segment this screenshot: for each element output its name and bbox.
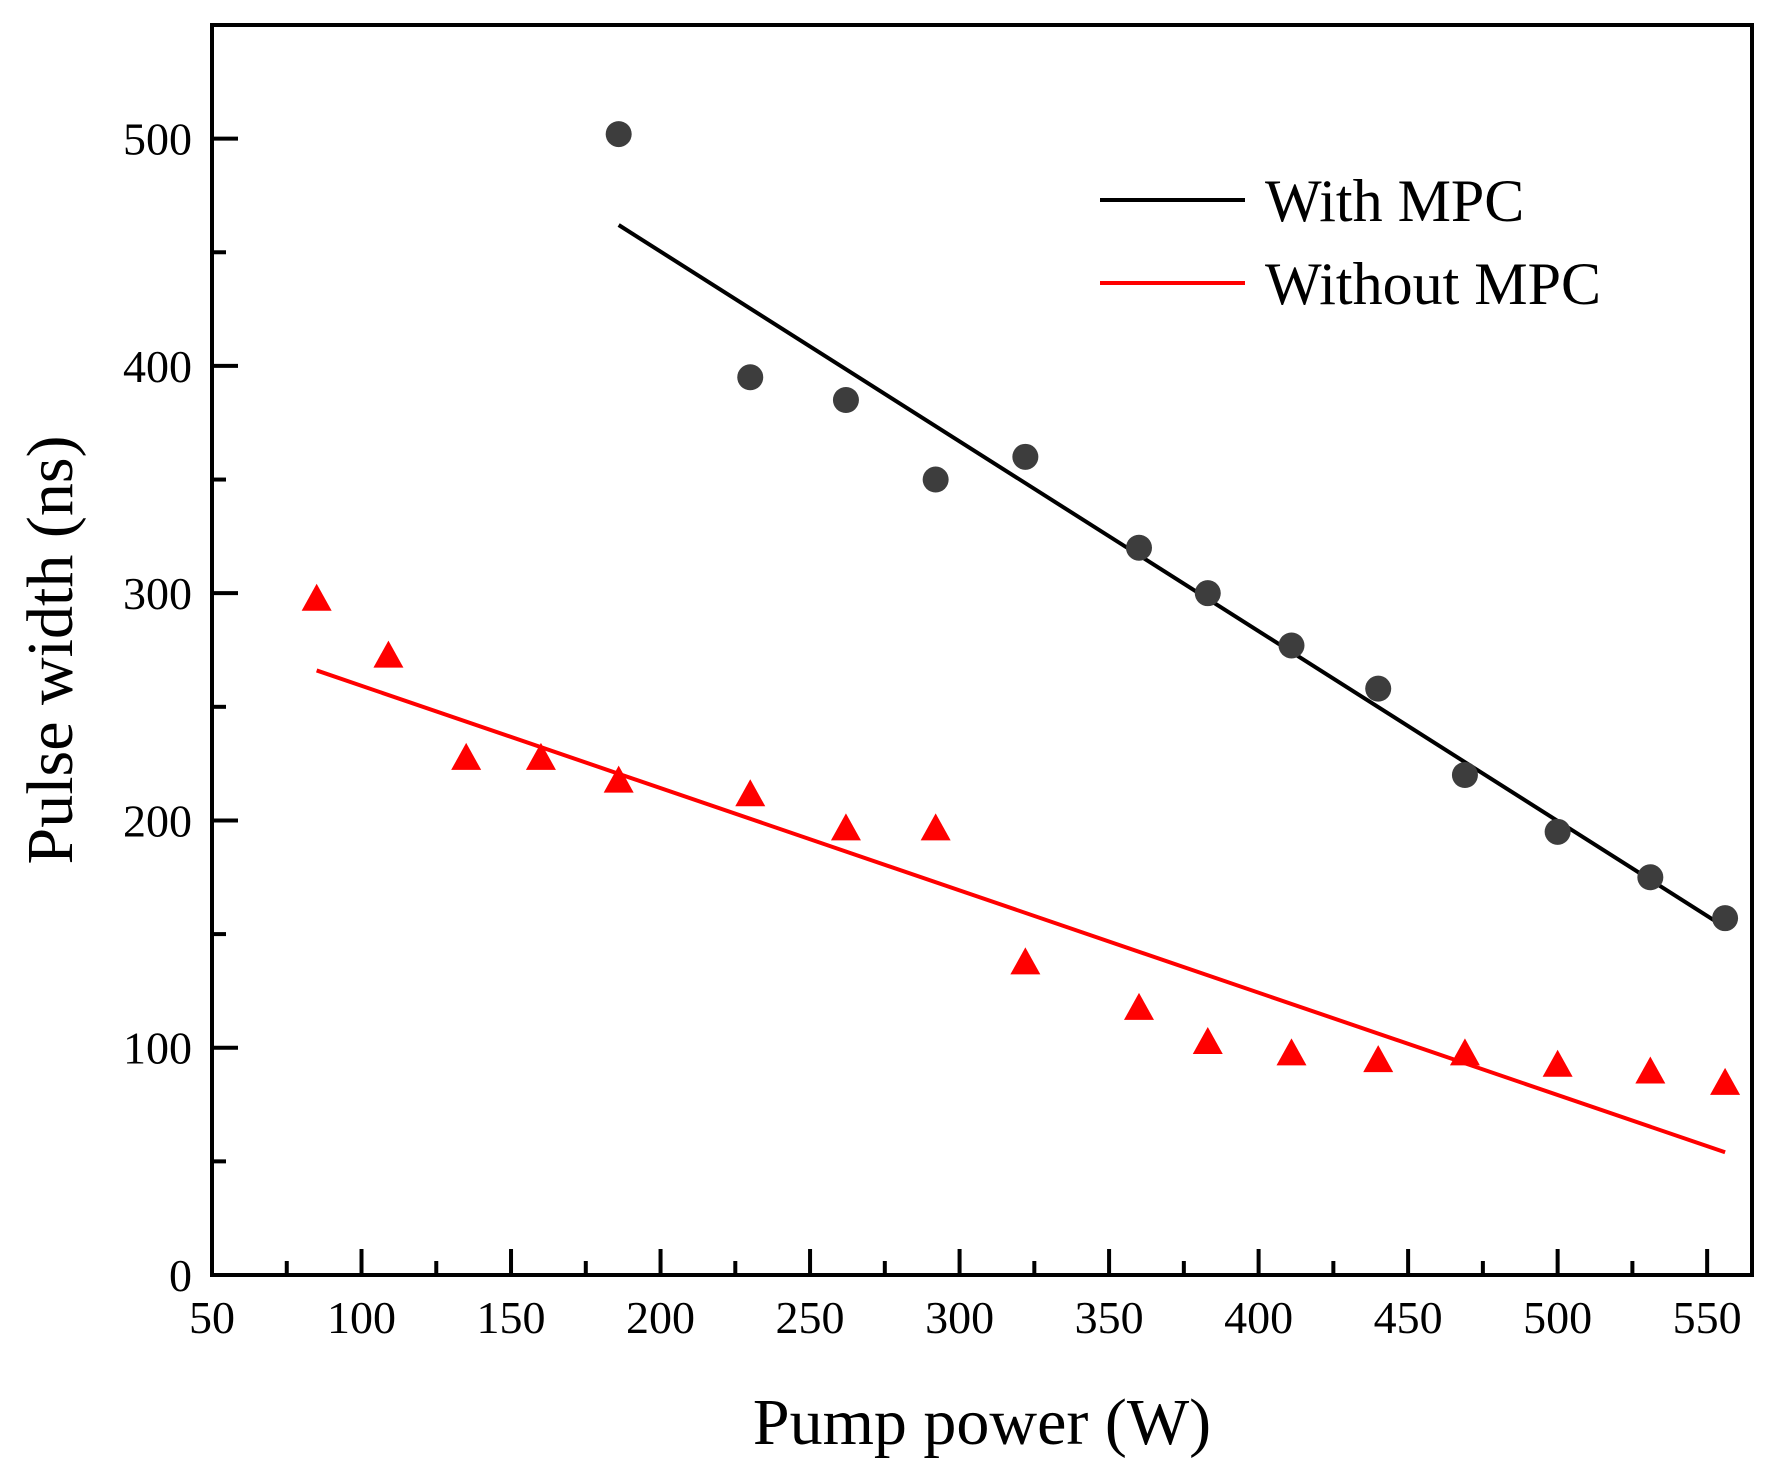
plot-frame <box>210 23 1754 1277</box>
marker-without-mpc <box>525 742 556 770</box>
marker-with-mpc <box>922 466 949 493</box>
x-tick-label: 400 <box>1224 1292 1293 1343</box>
marker-without-mpc <box>1010 947 1041 975</box>
marker-without-mpc <box>451 742 482 770</box>
marker-with-mpc <box>605 121 632 148</box>
marker-without-mpc <box>920 813 951 841</box>
marker-with-mpc <box>1125 534 1152 561</box>
y-tick-label: 500 <box>123 114 192 165</box>
legend-label-without-mpc: Without MPC <box>1265 251 1601 317</box>
x-tick-label: 250 <box>776 1292 845 1343</box>
x-tick-label: 300 <box>925 1292 994 1343</box>
x-tick-label: 550 <box>1673 1292 1742 1343</box>
x-tick-label: 50 <box>189 1292 235 1343</box>
marker-without-mpc <box>373 640 404 668</box>
data-markers <box>301 121 1741 1095</box>
marker-without-mpc <box>1192 1026 1223 1054</box>
marker-with-mpc <box>1365 675 1392 702</box>
marker-with-mpc <box>1451 762 1478 788</box>
legend-label-with-mpc: With MPC <box>1265 168 1524 234</box>
x-tick-label: 150 <box>477 1292 546 1343</box>
marker-with-mpc <box>1544 818 1571 845</box>
marker-without-mpc <box>603 765 634 793</box>
marker-with-mpc <box>737 364 764 391</box>
x-tick-label: 200 <box>626 1292 695 1343</box>
x-tick-label: 350 <box>1075 1292 1144 1343</box>
marker-without-mpc <box>1123 992 1154 1020</box>
y-tick-label: 100 <box>123 1023 192 1074</box>
x-tick-label: 500 <box>1523 1292 1592 1343</box>
fit-line-without-mpc <box>316 668 1726 1155</box>
fit-line-with-mpc <box>617 223 1727 929</box>
x-tick-label: 100 <box>327 1292 396 1343</box>
marker-with-mpc <box>832 387 859 413</box>
legend: With MPC Without MPC <box>1100 168 1601 317</box>
marker-with-mpc <box>1712 905 1739 932</box>
axes: 50 100 150 200 250 300 350 400 450 500 550 0 100 200 3… <box>123 23 1742 1343</box>
marker-with-mpc <box>1012 443 1039 470</box>
marker-with-mpc <box>1194 580 1221 607</box>
marker-without-mpc <box>1710 1067 1741 1095</box>
y-tick-label: 0 <box>169 1250 192 1301</box>
fit-lines <box>316 223 1727 1155</box>
y-tick-label: 400 <box>123 341 192 392</box>
marker-without-mpc <box>1635 1056 1666 1084</box>
marker-with-mpc <box>1637 864 1664 891</box>
marker-without-mpc <box>1363 1045 1394 1073</box>
marker-without-mpc <box>1542 1049 1573 1077</box>
marker-without-mpc <box>1449 1038 1480 1066</box>
marker-with-mpc <box>1278 632 1305 659</box>
y-tick-label: 300 <box>123 568 192 619</box>
x-axis-title: Pump power (W) <box>753 1386 1211 1459</box>
y-tick-label: 200 <box>123 795 192 846</box>
marker-without-mpc <box>830 813 861 841</box>
y-axis-title: Pulse width (ns) <box>14 436 87 865</box>
marker-without-mpc <box>1276 1038 1307 1066</box>
marker-without-mpc <box>735 779 766 807</box>
marker-without-mpc <box>301 583 332 611</box>
x-tick-label: 450 <box>1374 1292 1443 1343</box>
